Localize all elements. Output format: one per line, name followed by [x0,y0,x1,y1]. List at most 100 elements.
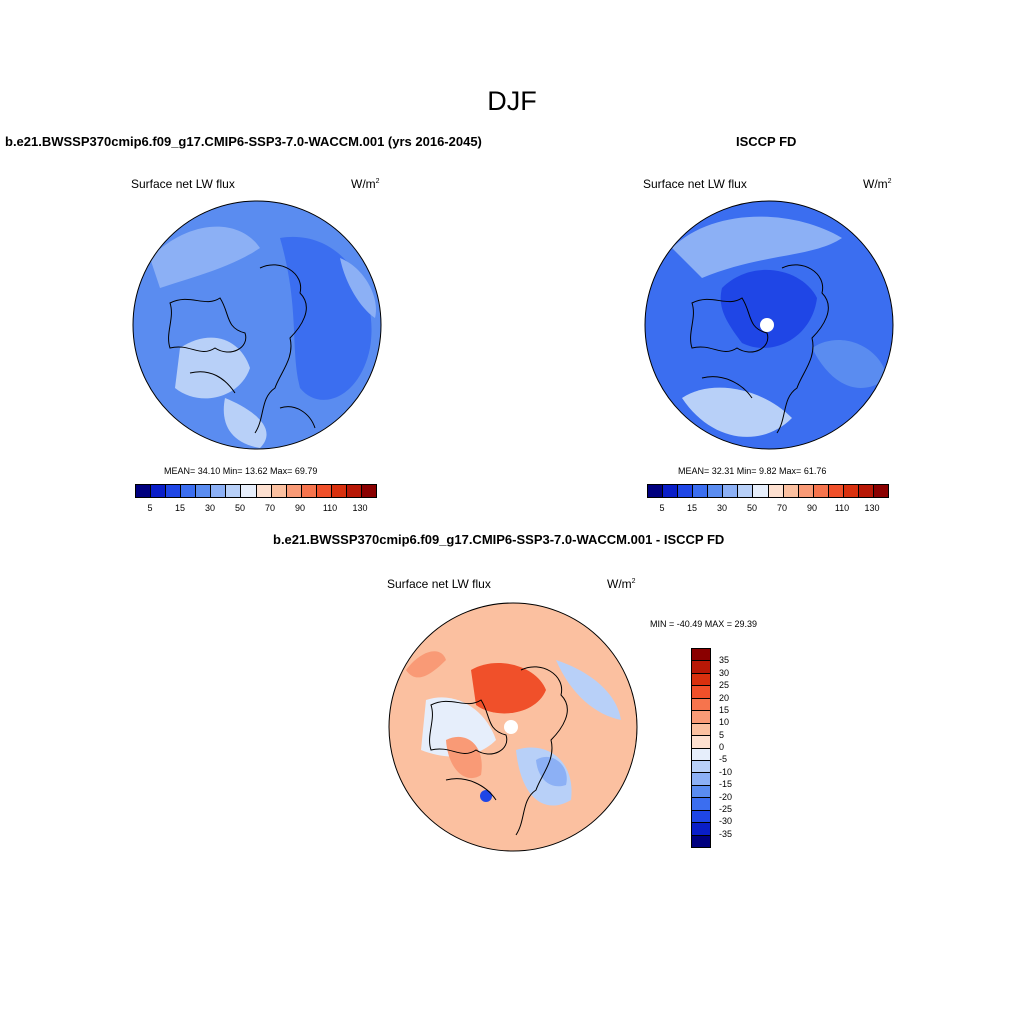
colorbar-swatch [692,823,710,836]
map-region [421,697,496,757]
panel2-colorbar [647,484,889,498]
panel3-units: W/m2 [607,577,636,591]
map-border [388,602,638,852]
colorbar-swatch [196,485,212,497]
colorbar-swatch [798,485,814,497]
colorbar-swatch [678,485,694,497]
colorbar-label: 25 [719,680,730,691]
colorbar-label: 110 [322,503,338,513]
colorbar-label: -35 [719,828,733,839]
panel1-variable: Surface net LW flux [131,177,235,191]
colorbar-swatch [692,773,710,786]
colorbar-swatch [828,485,844,497]
map-region [672,216,842,278]
colorbar-swatch [693,485,709,497]
colorbar-swatch [648,485,664,497]
panel3-polar-map [388,602,638,852]
coastline [429,666,568,836]
colorbar-swatch [738,485,754,497]
colorbar-swatch [271,485,287,497]
colorbar-swatch [813,485,829,497]
colorbar-swatch [692,661,710,674]
colorbar-swatch [858,485,874,497]
colorbar-label: -30 [719,816,733,827]
colorbar-swatch [723,485,739,497]
panel2-polar-map [644,200,894,450]
colorbar-label: 50 [746,503,758,513]
colorbar-swatch [226,485,242,497]
panel3-colorbar-labels: 35 30 25 20 15 10 5 0 -5 -10 -15 -20 -25 -30 -35 [719,648,759,846]
colorbar-swatch [256,485,272,497]
panel1-polar-map [132,200,382,450]
colorbar-swatch [181,485,197,497]
colorbar-label: 35 [719,655,730,666]
colorbar-swatch [316,485,332,497]
colorbar-label: -15 [719,779,733,790]
panel3-stats: MIN = -40.49 MAX = 29.39 [650,619,758,629]
colorbar-swatch [241,485,257,497]
colorbar-swatch [692,711,710,724]
main-title: DJF [487,86,537,116]
colorbar-label: 90 [294,503,306,513]
colorbar-label: 90 [806,503,818,513]
colorbar-swatch [753,485,769,497]
map-border [644,200,894,450]
panel1-stats: MEAN= 34.10 Min= 13.62 Max= 69.79 [164,466,318,476]
colorbar-label: 15 [686,503,698,513]
colorbar-label: -10 [719,766,733,777]
colorbar-swatch [692,810,710,824]
map-region [150,226,260,288]
colorbar-swatch [708,485,724,497]
panel1-title: b.e21.BWSSP370cmip6.f09_g17.CMIP6-SSP3-7… [5,134,482,149]
map-region [812,339,887,388]
map-region [471,662,546,714]
colorbar-label: 110 [834,503,850,513]
coastline [168,264,316,434]
colorbar-swatch [692,723,710,737]
colorbar-swatch [783,485,799,497]
colorbar-label: 20 [719,692,730,703]
panel2-title: ISCCP FD [736,134,797,149]
map-region [682,387,792,437]
colorbar-swatch [692,649,710,662]
colorbar-label: 5 [147,503,153,513]
map-region [480,790,492,802]
colorbar-label: 30 [716,503,728,513]
colorbar-swatch [136,485,152,497]
panel2-units: W/m2 [863,177,892,191]
colorbar-label: 130 [352,503,368,513]
map-region [223,398,267,448]
colorbar-label: 70 [776,503,788,513]
colorbar-swatch [768,485,784,497]
colorbar-swatch [211,485,227,497]
colorbar-swatch [692,785,710,799]
colorbar-label: -25 [719,803,733,814]
colorbar-label: 5 [659,503,665,513]
colorbar-swatch [331,485,347,497]
panel2-variable: Surface net LW flux [643,177,747,191]
colorbar-swatch [873,485,888,497]
colorbar-swatch [692,736,710,749]
map-region [556,660,621,720]
colorbar-label: 70 [264,503,276,513]
colorbar-swatch [663,485,679,497]
panel1-colorbar [135,484,377,498]
map-region [720,269,817,348]
colorbar-swatch [843,485,859,497]
colorbar-swatch [346,485,362,497]
map-border [132,200,382,450]
colorbar-swatch [692,760,710,774]
colorbar-swatch [151,485,167,497]
colorbar-label: 15 [174,503,186,513]
colorbar-label: 5 [719,729,725,740]
map-region [536,756,567,787]
map-region [446,736,482,779]
colorbar-label: -20 [719,791,733,802]
colorbar-swatch [301,485,317,497]
colorbar-swatch [166,485,182,497]
panel2-stats: MEAN= 32.31 Min= 9.82 Max= 61.76 [678,466,827,476]
panel1-units: W/m2 [351,177,380,191]
panel3-title: b.e21.BWSSP370cmip6.f09_g17.CMIP6-SSP3-7… [273,532,725,547]
pole-hole [760,318,774,332]
map-region [406,651,446,678]
